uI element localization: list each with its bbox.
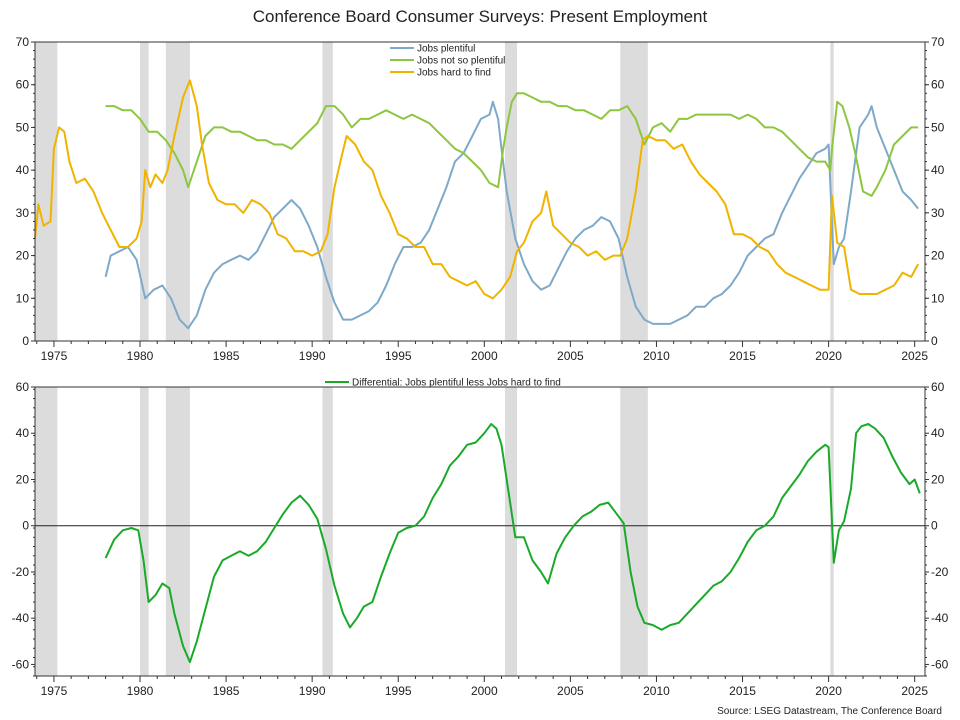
series-line-2 (34, 79, 919, 300)
y-tick-label-left: -40 (12, 611, 30, 625)
y-tick-label-right: 0 (931, 334, 938, 348)
legend-label-2: Jobs hard to find (417, 68, 491, 79)
recession-band-0 (35, 42, 58, 341)
x-tick-label-2025: 2025 (901, 684, 928, 698)
y-tick-label-left: 40 (16, 426, 30, 440)
x-tick-label-2010: 2010 (643, 684, 670, 698)
plot-frame (34, 41, 926, 342)
y-tick-label-left: 60 (16, 78, 30, 92)
x-tick-label-1985: 1985 (213, 684, 240, 698)
x-tick-label-1975: 1975 (41, 349, 68, 363)
y-tick-label-left: 60 (16, 380, 30, 394)
y-tick-label-right: 40 (931, 163, 945, 177)
y-tick-label-left: -20 (12, 565, 30, 579)
x-tick-label-2020: 2020 (815, 349, 842, 363)
plot-frame (34, 386, 926, 677)
series-line-0 (104, 423, 921, 664)
y-tick-label-right: 70 (931, 35, 945, 49)
y-tick-label-right: -40 (931, 611, 949, 625)
y-tick-label-right: 10 (931, 291, 945, 305)
y-tick-label-right: -20 (931, 565, 949, 579)
y-tick-label-left: 0 (22, 519, 29, 533)
x-tick-label-2000: 2000 (471, 349, 498, 363)
y-tick-label-right: 50 (931, 120, 945, 134)
x-tick-label-1995: 1995 (385, 684, 412, 698)
x-tick-label-1985: 1985 (213, 349, 240, 363)
legend-label-0: Differential: Jobs plentiful less Jobs h… (352, 378, 561, 389)
y-tick-label-right: 20 (931, 249, 945, 263)
y-tick-label-left: 40 (16, 163, 30, 177)
recession-band-3 (322, 387, 333, 676)
y-tick-label-left: 0 (22, 334, 29, 348)
y-tick-label-left: 70 (16, 35, 30, 49)
x-tick-label-2000: 2000 (471, 684, 498, 698)
x-tick-label-2010: 2010 (643, 349, 670, 363)
x-tick-label-1975: 1975 (41, 684, 68, 698)
series-line-1 (105, 92, 919, 197)
x-tick-label-1990: 1990 (299, 349, 326, 363)
y-tick-label-right: 60 (931, 78, 945, 92)
y-tick-label-left: 30 (16, 206, 30, 220)
y-tick-label-right: 60 (931, 380, 945, 394)
x-tick-label-2020: 2020 (815, 684, 842, 698)
source-note: Source: LSEG Datastream, The Conference … (717, 706, 942, 717)
y-tick-label-right: 20 (931, 472, 945, 486)
y-tick-label-left: 20 (16, 472, 30, 486)
x-tick-label-1980: 1980 (127, 349, 154, 363)
x-tick-label-1990: 1990 (299, 684, 326, 698)
x-tick-label-1980: 1980 (127, 684, 154, 698)
x-tick-label-1995: 1995 (385, 349, 412, 363)
x-tick-label-2005: 2005 (557, 349, 584, 363)
y-tick-label-right: -60 (931, 657, 949, 671)
recession-band-1 (140, 387, 149, 676)
x-tick-label-2025: 2025 (901, 349, 928, 363)
x-tick-label-2015: 2015 (729, 684, 756, 698)
y-tick-label-right: 40 (931, 426, 945, 440)
y-tick-label-left: 10 (16, 291, 30, 305)
recession-band-5 (620, 42, 648, 341)
series-line-0 (104, 100, 919, 330)
y-tick-label-left: 50 (16, 120, 30, 134)
recession-band-6 (830, 42, 834, 341)
legend-label-0: Jobs plentiful (417, 44, 475, 55)
chart-title: Conference Board Consumer Surveys: Prese… (253, 7, 708, 26)
recession-band-4 (504, 387, 518, 676)
y-tick-label-left: -60 (12, 657, 30, 671)
recession-band-3 (322, 42, 333, 341)
recession-band-2 (165, 387, 190, 676)
y-tick-label-right: 30 (931, 206, 945, 220)
x-tick-label-2015: 2015 (729, 349, 756, 363)
y-tick-label-right: 0 (931, 519, 938, 533)
x-tick-label-2005: 2005 (557, 684, 584, 698)
recession-band-0 (35, 387, 58, 676)
legend-label-1: Jobs not so plentiful (417, 56, 505, 67)
y-tick-label-left: 20 (16, 249, 30, 263)
